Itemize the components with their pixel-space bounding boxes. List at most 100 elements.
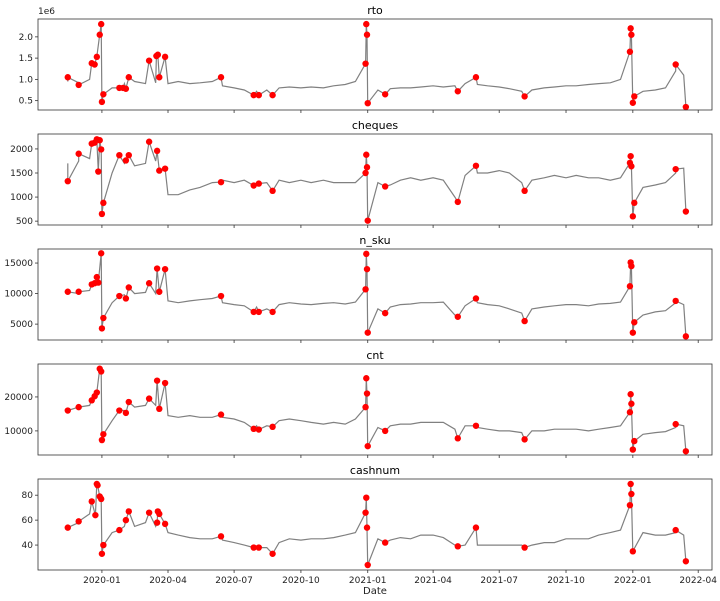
anomaly-point (250, 308, 257, 316)
anomaly-point (154, 51, 162, 58)
panel-title: rto (367, 4, 383, 17)
anomaly-point (93, 273, 101, 281)
anomaly-point (255, 180, 262, 187)
anomaly-point (116, 292, 123, 300)
anomaly-point (145, 57, 153, 64)
anomaly-point (363, 524, 371, 531)
anomaly-point (88, 498, 95, 505)
panel-title: cheques (352, 119, 399, 132)
anomaly-point (153, 377, 161, 384)
anomaly-point (472, 422, 480, 429)
x-tick-label: 2020-01 (83, 576, 121, 586)
anomaly-point (629, 548, 637, 555)
anomaly-point (672, 526, 679, 534)
anomaly-point (255, 308, 262, 316)
anomaly-point (255, 544, 262, 551)
anomaly-point (269, 91, 276, 99)
x-tick-label: 2022-01 (614, 576, 652, 586)
anomaly-point (250, 182, 257, 189)
anomaly-point (682, 103, 690, 111)
anomaly-point (217, 411, 225, 418)
anomaly-point (64, 74, 71, 81)
plot-frame (37, 133, 713, 226)
series-line-cheques (67, 137, 687, 221)
anomaly-point (116, 151, 123, 159)
anomaly-point (381, 539, 389, 546)
anomaly-point (250, 425, 257, 433)
anomaly-point (631, 93, 638, 100)
x-tick-label: 2021-07 (480, 576, 518, 586)
anomaly-point (250, 544, 257, 551)
y-tick-label: 40 (22, 541, 34, 551)
anomaly-point (672, 297, 679, 305)
anomaly-point (628, 262, 635, 270)
anomaly-point (454, 543, 461, 550)
anomaly-point (363, 265, 371, 273)
y-offset-label: 1e6 (38, 7, 55, 17)
anomaly-point (626, 48, 634, 55)
anomaly-point (364, 442, 371, 450)
anomaly-point (363, 20, 370, 28)
anomaly-point (75, 403, 82, 411)
anomaly-point (521, 544, 528, 551)
anomaly-point (521, 436, 528, 443)
anomaly-point (97, 495, 105, 503)
anomaly-point (153, 147, 161, 155)
anomaly-point (94, 482, 101, 489)
anomaly-point (75, 288, 82, 295)
anomaly-point (363, 164, 371, 171)
anomaly-point (156, 510, 163, 518)
anomaly-point (631, 319, 638, 326)
anomaly-point (521, 93, 528, 100)
anomaly-point (628, 163, 635, 170)
x-tick-label: 2021-04 (414, 576, 452, 586)
series-line-rto (67, 24, 687, 108)
anomaly-point (93, 53, 101, 61)
y-tick-label: 1.0 (19, 75, 34, 85)
anomaly-point (472, 74, 480, 81)
anomaly-point (364, 561, 371, 569)
anomaly-point (95, 279, 102, 286)
y-tick-label: 15000 (4, 259, 33, 269)
anomaly-point (161, 520, 169, 528)
anomaly-point (217, 178, 225, 186)
series-line-cnt (67, 366, 687, 452)
anomaly-point (156, 74, 163, 81)
anomaly-point (100, 431, 107, 438)
anomaly-point (122, 157, 130, 164)
anomaly-point (628, 490, 635, 498)
anomaly-point (626, 283, 634, 290)
y-tick-label: 80 (22, 491, 34, 501)
anomaly-point (472, 162, 480, 169)
anomaly-point (364, 329, 371, 336)
anomaly-point (116, 526, 123, 534)
panel-title: cnt (366, 349, 384, 362)
y-tick-label: 20000 (4, 393, 33, 403)
anomaly-point (364, 217, 371, 224)
anomaly-point (217, 74, 225, 81)
anomaly-point (521, 187, 528, 195)
anomaly-point (269, 308, 276, 316)
anomaly-point (161, 53, 169, 61)
plot-frame (37, 18, 713, 111)
anomaly-point (98, 436, 106, 444)
anomaly-point (627, 480, 634, 488)
anomaly-point (122, 295, 130, 302)
anomaly-point (628, 400, 635, 407)
series-line-n_sku (67, 253, 687, 337)
anomaly-point (153, 519, 161, 526)
anomaly-point (472, 295, 480, 302)
anomaly-point (161, 165, 169, 172)
anomaly-point (364, 99, 371, 107)
anomaly-point (145, 395, 153, 402)
anomaly-point (627, 25, 634, 32)
anomaly-point (363, 494, 370, 501)
anomaly-point (156, 405, 163, 413)
y-tick-label: 60 (22, 516, 34, 526)
anomaly-point (628, 31, 635, 38)
anomaly-point (98, 98, 106, 106)
anomaly-point (362, 169, 369, 177)
anomaly-point (627, 391, 634, 398)
x-tick-label: 2020-10 (282, 576, 320, 586)
